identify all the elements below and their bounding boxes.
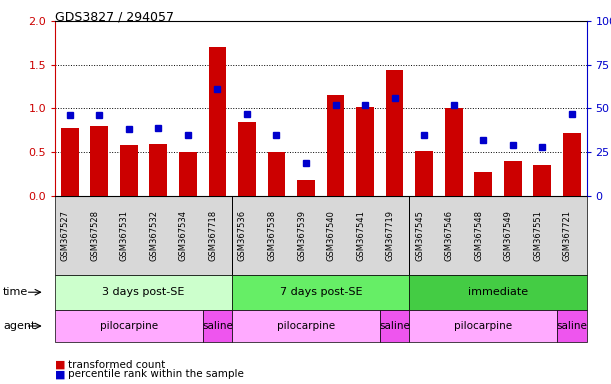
Text: ■: ■ (55, 360, 65, 370)
Text: GSM367719: GSM367719 (386, 210, 395, 261)
Bar (474, 172, 492, 196)
Text: pilocarpine: pilocarpine (454, 321, 512, 331)
Text: pilocarpine: pilocarpine (100, 321, 158, 331)
Text: GSM367546: GSM367546 (445, 210, 453, 261)
Bar (120, 145, 137, 196)
Text: GSM367528: GSM367528 (90, 210, 99, 261)
Text: GSM367534: GSM367534 (179, 210, 188, 261)
Text: GDS3827 / 294057: GDS3827 / 294057 (55, 11, 174, 24)
Text: GSM367549: GSM367549 (503, 210, 513, 261)
Bar (386, 70, 403, 196)
Bar (179, 152, 197, 196)
Text: immediate: immediate (468, 287, 528, 297)
Bar (563, 133, 580, 196)
Bar (208, 47, 226, 196)
Text: GSM367548: GSM367548 (474, 210, 483, 261)
Bar (90, 126, 108, 196)
Bar (238, 122, 256, 196)
Bar (415, 151, 433, 196)
Bar (297, 180, 315, 196)
Text: percentile rank within the sample: percentile rank within the sample (68, 369, 244, 379)
Text: GSM367531: GSM367531 (120, 210, 129, 261)
Text: GSM367551: GSM367551 (533, 210, 543, 261)
Bar (504, 161, 522, 196)
Text: GSM367536: GSM367536 (238, 210, 247, 261)
Text: pilocarpine: pilocarpine (277, 321, 335, 331)
Text: saline: saline (379, 321, 410, 331)
Text: GSM367538: GSM367538 (268, 210, 277, 261)
Text: transformed count: transformed count (68, 360, 166, 370)
Text: GSM367527: GSM367527 (60, 210, 70, 261)
Text: GSM367721: GSM367721 (563, 210, 572, 261)
Text: GSM367541: GSM367541 (356, 210, 365, 261)
Text: GSM367545: GSM367545 (415, 210, 424, 261)
Bar (150, 144, 167, 196)
Text: saline: saline (557, 321, 587, 331)
Text: GSM367532: GSM367532 (149, 210, 158, 261)
Text: ■: ■ (55, 369, 65, 379)
Text: 3 days post-SE: 3 days post-SE (103, 287, 185, 297)
Bar (356, 107, 374, 196)
Text: time: time (3, 287, 28, 297)
Text: GSM367540: GSM367540 (326, 210, 335, 261)
Text: 7 days post-SE: 7 days post-SE (279, 287, 362, 297)
Text: GSM367718: GSM367718 (208, 210, 218, 261)
Bar (61, 128, 79, 196)
Bar (533, 165, 551, 196)
Bar (268, 152, 285, 196)
Text: saline: saline (202, 321, 233, 331)
Text: agent: agent (3, 321, 35, 331)
Text: GSM367539: GSM367539 (297, 210, 306, 261)
Bar (327, 95, 345, 196)
Bar (445, 109, 463, 196)
